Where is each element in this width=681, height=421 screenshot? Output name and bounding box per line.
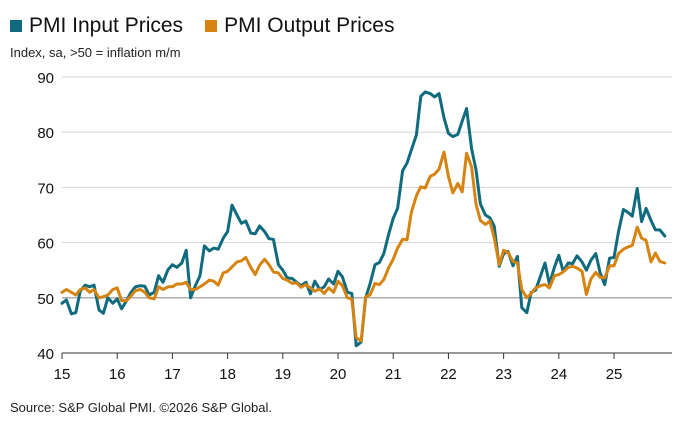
chart-subtitle: Index, sa, >50 = inflation m/m — [10, 45, 181, 60]
chart-source: Source: S&P Global PMI. ©2026 S&P Global… — [10, 400, 273, 415]
legend-swatch-output-prices — [205, 20, 218, 32]
series-line-output-prices — [60, 150, 667, 343]
y-tick-label-50: 50 — [37, 291, 54, 308]
x-tick-label-23: 23 — [495, 366, 512, 383]
x-tick-label-21: 21 — [385, 366, 402, 383]
x-tick-label-24: 24 — [550, 366, 567, 383]
x-tick-label-18: 18 — [219, 366, 236, 383]
legend-item-output-prices: PMI Output Prices — [205, 14, 394, 38]
x-tick-label-15: 15 — [54, 366, 71, 383]
y-tick-label-60: 60 — [37, 236, 54, 253]
legend: PMI Input Prices PMI Output Prices — [10, 14, 416, 38]
x-tick-label-17: 17 — [164, 366, 181, 383]
legend-item-input-prices: PMI Input Prices — [10, 14, 183, 38]
x-tick-label-16: 16 — [109, 366, 126, 383]
y-tick-label-70: 70 — [37, 180, 54, 197]
y-tick-label-90: 90 — [37, 70, 54, 87]
x-tick-label-20: 20 — [330, 366, 347, 383]
x-tick-label-22: 22 — [440, 366, 457, 383]
legend-label-input-prices: PMI Input Prices — [29, 14, 184, 37]
legend-label-output-prices: PMI Output Prices — [224, 14, 395, 37]
x-tick-label-25: 25 — [606, 366, 623, 383]
legend-swatch-input-prices — [10, 20, 22, 32]
y-tick-label-40: 40 — [37, 346, 54, 363]
x-tick-label-19: 19 — [274, 366, 291, 383]
y-tick-label-80: 80 — [37, 125, 54, 142]
